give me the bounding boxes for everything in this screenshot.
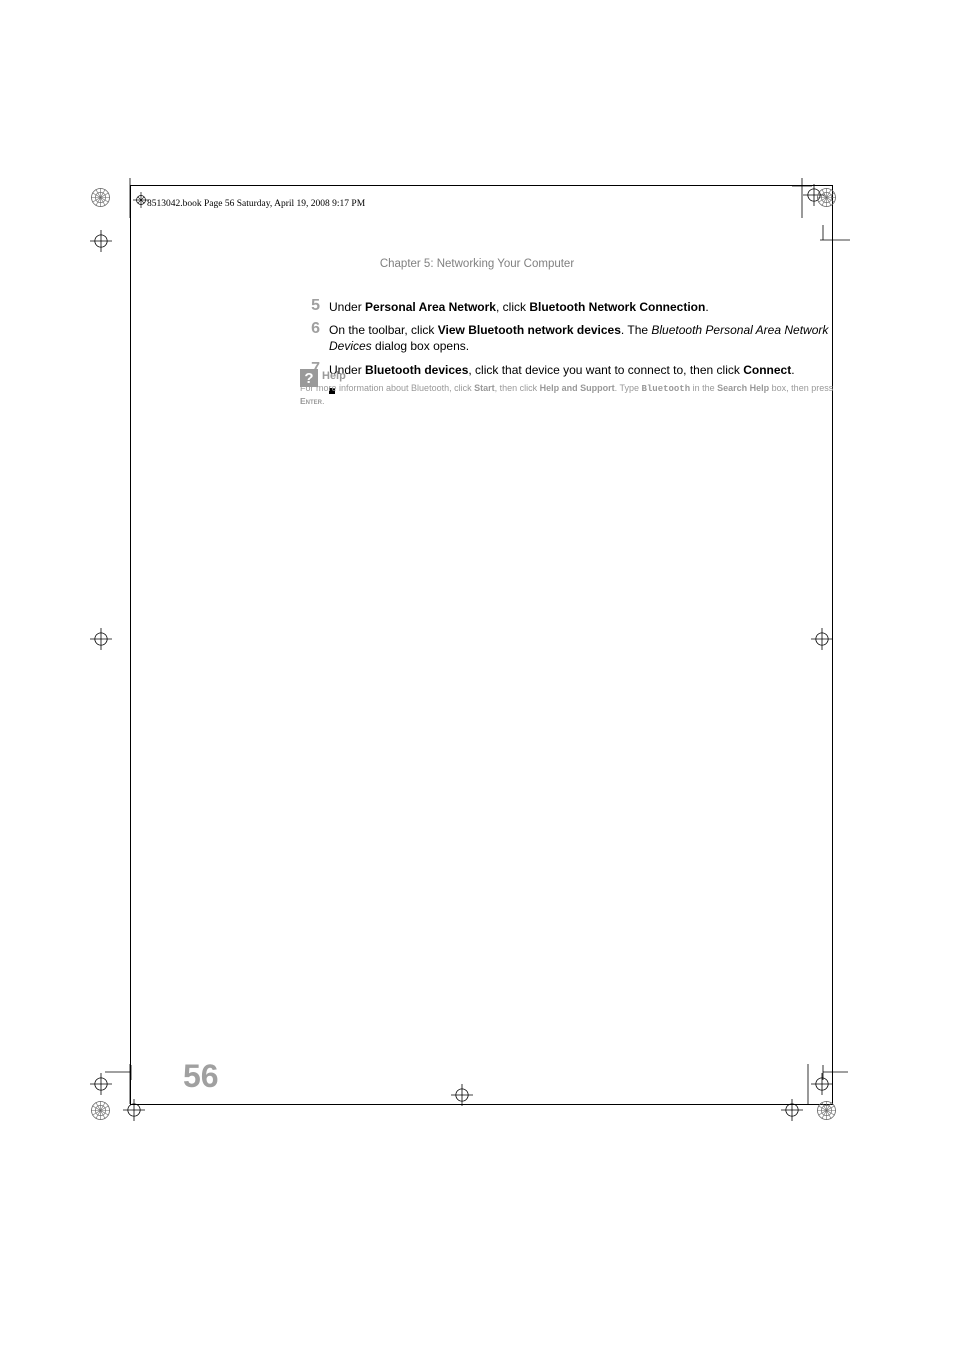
reg-line-br2-icon: [820, 1050, 860, 1080]
hatch-circle-icon: [91, 188, 110, 207]
crosshair-icon: [90, 628, 112, 650]
hatch-circle-icon: [91, 1101, 110, 1120]
svg-text:?: ?: [304, 370, 313, 387]
step-text: On the toolbar, click View Bluetooth net…: [329, 321, 835, 354]
page-number: 56: [183, 1058, 219, 1095]
reg-line-tr2-icon: [820, 225, 860, 255]
step-text: Under Personal Area Network, click Bluet…: [329, 298, 835, 315]
reg-line-br-icon: [800, 1064, 820, 1104]
help-body: For more information about Bluetooth, cl…: [300, 383, 835, 407]
reg-line-tl-icon: [122, 178, 142, 218]
chapter-title: Chapter 5: Networking Your Computer: [0, 258, 954, 270]
header-filename: 8513042.book Page 56 Saturday, April 19,…: [147, 199, 365, 209]
help-callout: ? Help For more information about Blueto…: [300, 369, 835, 408]
reg-line-bl2-icon: [85, 1050, 135, 1080]
step-number: 5: [305, 298, 329, 315]
reg-line-tr-icon: [792, 178, 842, 218]
crosshair-icon: [90, 230, 112, 252]
crosshair-icon: [451, 1084, 473, 1106]
step-row: 5Under Personal Area Network, click Blue…: [305, 298, 835, 315]
crosshair-icon: [811, 628, 833, 650]
help-title: Help: [322, 369, 835, 383]
help-question-icon: ?: [300, 369, 318, 387]
step-number: 6: [305, 321, 329, 354]
step-row: 6On the toolbar, click View Bluetooth ne…: [305, 321, 835, 354]
